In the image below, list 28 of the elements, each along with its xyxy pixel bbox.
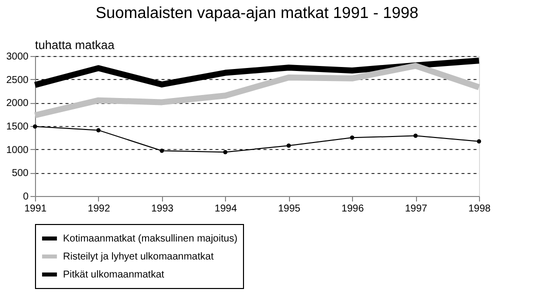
point (413, 134, 418, 138)
point (32, 124, 38, 129)
point (160, 148, 164, 153)
point (286, 143, 291, 148)
y-tick-label: 0 (22, 192, 29, 202)
y-tick-label: 3000 (6, 52, 29, 62)
chart-title: Suomalaisten vapaa-ajan matkat 1991 - 1998 (96, 5, 419, 22)
y-axis-title: tuhatta matkaa (35, 38, 115, 52)
x-tick-label: 1998 (468, 204, 492, 214)
legend-label: Kotimaanmatkat (maksullinen majoitus) (63, 234, 238, 244)
point (350, 136, 354, 140)
y-tick-label: 2500 (6, 74, 29, 86)
x-tick-label: 1991 (24, 204, 48, 214)
y-tick-label: 1000 (6, 144, 29, 156)
point (96, 128, 101, 132)
legend-label: Pitkät ulkomaanmatkat (63, 270, 164, 280)
point (476, 139, 482, 144)
x-tick-label: 1996 (342, 204, 364, 214)
x-tick-label: 1995 (278, 204, 301, 214)
y-tick-label: 500 (12, 168, 29, 180)
x-tick-label: 1993 (151, 204, 174, 214)
x-tick-label: 1992 (88, 204, 110, 214)
point (223, 150, 228, 154)
legend-label: Risteilyt ja lyhyet ulkomaanmatkat (63, 252, 214, 262)
y-tick-label: 2000 (6, 98, 29, 110)
x-tick-label: 1997 (404, 204, 428, 214)
x-tick-label: 1994 (214, 204, 238, 214)
y-tick-label: 1500 (6, 122, 29, 132)
